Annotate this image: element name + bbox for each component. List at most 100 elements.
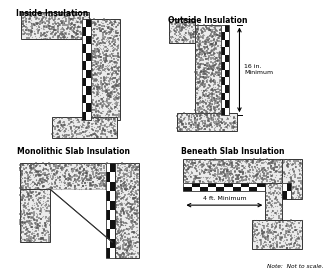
Point — [194, 117, 199, 121]
Point — [258, 238, 263, 242]
Point — [194, 54, 199, 58]
Point — [104, 72, 109, 76]
Bar — [221, 25, 225, 32]
Point — [129, 213, 134, 217]
Point — [206, 41, 212, 45]
Point — [89, 167, 95, 171]
Point — [27, 236, 32, 240]
Point — [59, 173, 65, 177]
Point — [88, 42, 93, 46]
Point — [71, 167, 76, 171]
Point — [182, 25, 187, 29]
Point — [264, 175, 269, 179]
Point — [216, 84, 221, 88]
Point — [255, 172, 260, 177]
Point — [94, 24, 99, 28]
Point — [78, 162, 84, 166]
Point — [179, 122, 185, 126]
Point — [69, 129, 75, 133]
Point — [92, 21, 97, 26]
Point — [43, 199, 48, 204]
Point — [47, 26, 52, 31]
Point — [199, 109, 204, 113]
Point — [217, 31, 222, 36]
Point — [71, 30, 76, 34]
Point — [83, 19, 89, 23]
Point — [193, 40, 198, 45]
Point — [44, 221, 49, 225]
Point — [106, 186, 111, 190]
Point — [210, 68, 215, 73]
Point — [89, 122, 95, 126]
Point — [225, 170, 230, 174]
Point — [130, 223, 135, 227]
Bar — [225, 25, 229, 32]
Point — [124, 187, 129, 191]
Point — [286, 225, 291, 229]
Point — [41, 167, 46, 171]
Point — [200, 77, 206, 82]
Point — [279, 218, 285, 223]
Point — [101, 26, 106, 31]
Point — [290, 196, 296, 200]
Point — [274, 195, 279, 199]
Point — [180, 19, 186, 23]
Point — [271, 221, 276, 225]
Point — [108, 53, 113, 58]
Point — [218, 43, 223, 48]
Point — [276, 216, 282, 220]
Point — [235, 176, 241, 180]
Point — [209, 64, 214, 68]
Point — [291, 189, 296, 193]
Point — [19, 183, 24, 187]
Bar — [265, 183, 283, 220]
Point — [268, 201, 273, 205]
Point — [210, 117, 216, 122]
Point — [298, 160, 303, 164]
Point — [200, 81, 205, 85]
Point — [111, 94, 116, 98]
Point — [50, 25, 55, 29]
Point — [98, 41, 104, 45]
Point — [39, 175, 45, 179]
Point — [29, 166, 34, 171]
Point — [94, 64, 99, 69]
Point — [120, 231, 126, 236]
Point — [223, 159, 228, 164]
Point — [296, 191, 301, 195]
Point — [49, 169, 54, 173]
Point — [75, 20, 80, 25]
Point — [231, 125, 237, 130]
Point — [68, 176, 74, 180]
Point — [93, 33, 98, 38]
Point — [209, 99, 215, 103]
Bar — [221, 77, 225, 85]
Point — [264, 213, 270, 217]
Point — [46, 214, 51, 219]
Point — [212, 97, 218, 101]
Point — [127, 226, 133, 230]
Point — [194, 101, 200, 105]
Point — [44, 11, 50, 15]
Point — [207, 48, 213, 52]
Point — [208, 180, 214, 184]
Point — [182, 22, 187, 26]
Point — [115, 192, 120, 197]
Point — [188, 113, 193, 117]
Point — [132, 212, 138, 217]
Point — [49, 12, 55, 16]
Point — [118, 217, 123, 221]
Point — [26, 230, 32, 234]
Point — [113, 70, 118, 75]
Point — [175, 20, 181, 25]
Point — [101, 75, 106, 80]
Point — [99, 63, 105, 68]
Point — [231, 165, 236, 170]
Point — [212, 126, 217, 130]
Point — [100, 55, 106, 60]
Point — [89, 99, 94, 103]
Point — [208, 174, 213, 179]
Point — [70, 121, 76, 125]
Point — [88, 23, 94, 27]
Point — [56, 163, 62, 167]
